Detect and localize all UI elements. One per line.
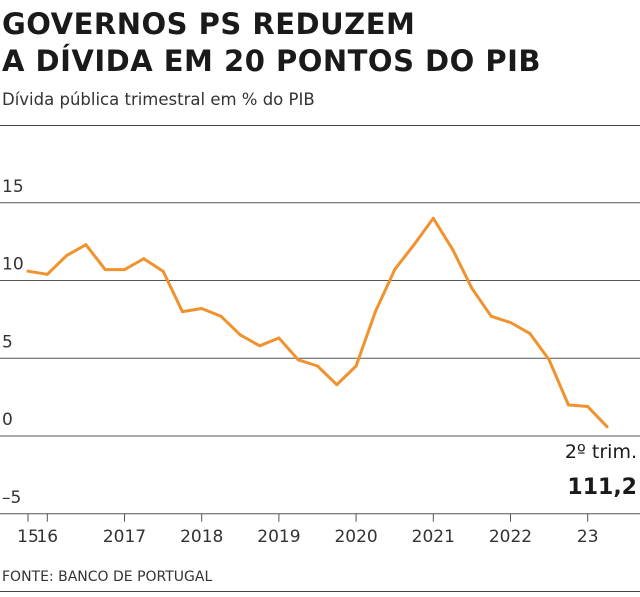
y-tick-label: 10: [2, 255, 24, 275]
data-point: [412, 243, 416, 247]
data-point: [123, 268, 126, 272]
data-point: [296, 358, 300, 362]
data-point: [180, 310, 184, 314]
source-note: FONTE: BANCO DE PORTUGAL: [2, 569, 213, 585]
x-tick-label: 23: [577, 527, 599, 547]
data-point: [84, 243, 88, 247]
data-point: [219, 314, 223, 318]
bottom-divider: [0, 591, 640, 592]
x-tick-label: 2017: [103, 527, 146, 547]
data-point: [103, 268, 107, 272]
chart-title-line-1: GOVERNOS PS REDUZEM: [2, 7, 416, 41]
y-tick-label: –5: [2, 488, 21, 508]
x-tick-label: 2021: [412, 527, 455, 547]
data-point: [45, 272, 49, 276]
y-tick-label: 5: [2, 332, 13, 352]
x-tick-label: 2020: [334, 527, 377, 547]
data-point: [451, 247, 455, 251]
data-point: [161, 269, 165, 273]
data-point: [65, 254, 69, 258]
data-point: [528, 331, 532, 335]
data-point: [258, 344, 262, 348]
data-point: [373, 310, 377, 314]
data-point: [393, 268, 397, 272]
data-point: [316, 364, 319, 368]
debt-series: [26, 216, 609, 429]
x-tick-label: 2018: [180, 527, 223, 547]
chart-title: GOVERNOS PS REDUZEM A DÍVIDA EM 20 PONTO…: [2, 6, 638, 80]
y-axis-tick-labels: 15 10 5 0 –5: [2, 177, 24, 508]
chart-title-line-2: A DÍVIDA EM 20 PONTOS DO PIB: [2, 44, 542, 78]
y-tick-label: 15: [2, 177, 24, 197]
data-point: [26, 269, 30, 273]
y-tick-label: 0: [2, 410, 13, 430]
data-point: [277, 336, 281, 340]
x-tick-label: 2019: [257, 527, 300, 547]
data-point: [142, 257, 146, 261]
x-tick-label: 15: [17, 527, 39, 547]
data-point: [470, 286, 474, 290]
data-point: [431, 216, 435, 220]
gridlines: [0, 202, 640, 515]
data-point: [586, 404, 590, 408]
annotation-period: 2º trim.: [565, 441, 637, 463]
data-point: [238, 333, 242, 337]
data-point: [605, 425, 609, 429]
top-divider: [0, 125, 640, 126]
data-point: [547, 358, 551, 362]
annotation-value: 111,2: [567, 475, 637, 500]
chart-subtitle: Dívida pública trimestral em % do PIB: [2, 90, 315, 109]
x-tick-label: 16: [36, 527, 58, 547]
data-point: [509, 320, 512, 324]
data-point: [354, 364, 358, 368]
data-point: [566, 403, 570, 407]
data-point: [489, 314, 493, 318]
series-line: [26, 216, 609, 429]
data-point: [335, 383, 339, 387]
data-point: [200, 306, 204, 310]
last-value-annotation: 2º trim. 111,2: [565, 441, 637, 500]
x-tick-label: 2022: [489, 527, 532, 547]
